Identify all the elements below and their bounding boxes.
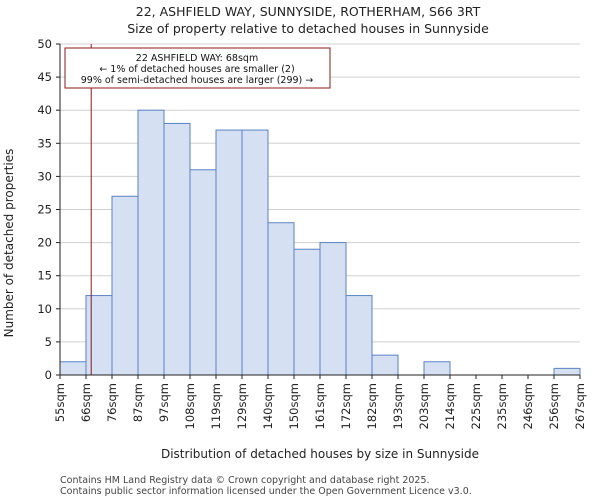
bar (319, 242, 347, 376)
y-tick-label: 5 (45, 335, 52, 349)
x-tick-label: 256sqm (547, 383, 561, 429)
bar (241, 129, 269, 376)
y-tick-label: 45 (37, 70, 52, 84)
bar (293, 248, 321, 376)
y-tick-label: 20 (37, 236, 52, 250)
y-tick-label: 50 (37, 37, 52, 51)
x-tick-label: 182sqm (365, 383, 379, 429)
bar (345, 295, 373, 376)
bar (423, 361, 451, 376)
x-tick-label: 140sqm (261, 383, 275, 429)
y-ticks: 0 5 10 15 20 25 30 35 40 45 50 (37, 37, 60, 382)
bar (553, 367, 581, 376)
annotation-line-3: 99% of semi-detached houses are larger (… (81, 75, 314, 86)
x-tick-label: 267sqm (573, 383, 587, 429)
footer-line-1: Contains HM Land Registry data © Crown c… (60, 475, 430, 486)
x-tick-label: 214sqm (443, 383, 457, 429)
y-tick-label: 30 (37, 169, 52, 183)
x-tick-label: 246sqm (521, 383, 535, 429)
x-tick-label: 203sqm (417, 383, 431, 429)
x-tick-label: 97sqm (157, 383, 171, 422)
x-ticks: 55sqm 66sqm 76sqm 87sqm 97sqm 108sqm 119sqm 129… (53, 375, 587, 429)
y-tick-label: 40 (37, 103, 52, 117)
x-tick-label: 172sqm (339, 383, 353, 429)
footer-line-2: Contains public sector information licen… (60, 486, 472, 497)
y-tick-label: 35 (37, 136, 52, 150)
x-tick-label: 108sqm (183, 383, 197, 429)
bar (85, 295, 113, 376)
y-tick-label: 15 (37, 269, 52, 283)
x-tick-label: 161sqm (313, 383, 327, 429)
annotation-line-2: ← 1% of detached houses are smaller (2) (99, 64, 294, 75)
y-tick-label: 0 (45, 368, 52, 382)
bars (59, 109, 581, 376)
y-tick-label: 25 (37, 203, 52, 217)
bar (189, 169, 217, 376)
y-axis-label: Number of detached properties (2, 149, 16, 338)
bar (137, 109, 165, 376)
bar (111, 195, 139, 376)
annotation-box: 22 ASHFIELD WAY: 68sqm ← 1% of detached … (64, 47, 331, 89)
x-tick-label: 225sqm (469, 383, 483, 429)
bar (267, 222, 295, 376)
x-tick-label: 235sqm (495, 383, 509, 429)
y-tick-label: 10 (37, 302, 52, 316)
x-tick-label: 76sqm (105, 383, 119, 422)
x-tick-label: 119sqm (209, 383, 223, 429)
x-tick-label: 150sqm (287, 383, 301, 429)
x-tick-label: 193sqm (391, 383, 405, 429)
bar (163, 122, 191, 376)
annotation-line-1: 22 ASHFIELD WAY: 68sqm (136, 53, 258, 64)
chart-title: 22, ASHFIELD WAY, SUNNYSIDE, ROTHERHAM, … (136, 4, 481, 19)
x-axis-label: Distribution of detached houses by size … (161, 447, 479, 461)
bar (59, 361, 87, 376)
x-tick-label: 87sqm (131, 383, 145, 422)
x-tick-label: 55sqm (53, 383, 67, 422)
annotation-frame (64, 47, 331, 89)
x-tick-label: 129sqm (235, 383, 249, 429)
chart-subtitle: Size of property relative to detached ho… (127, 21, 489, 36)
bar (215, 129, 243, 376)
bar (371, 354, 399, 376)
x-tick-label: 66sqm (79, 383, 93, 422)
